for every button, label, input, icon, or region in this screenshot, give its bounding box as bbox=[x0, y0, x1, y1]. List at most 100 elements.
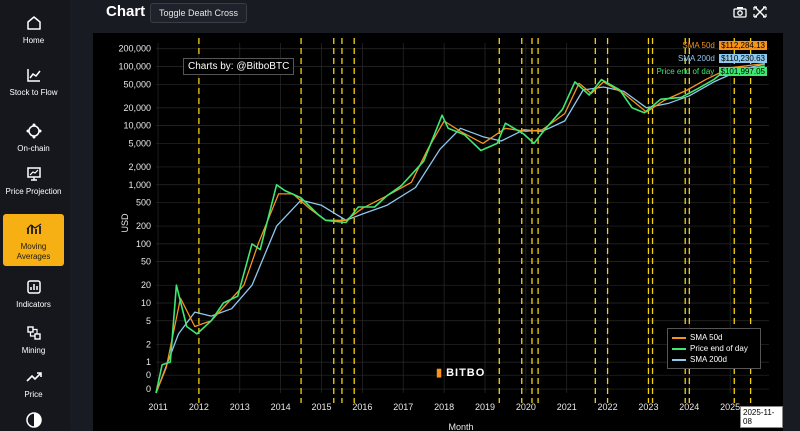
x-tick-label: 2014 bbox=[271, 402, 291, 412]
legend-item-sma50[interactable]: SMA 50d bbox=[672, 332, 756, 343]
y-tick-label: 2,000 bbox=[128, 162, 151, 172]
y-tick-label: 20 bbox=[141, 280, 151, 290]
x-tick-label: 2022 bbox=[598, 402, 618, 412]
y-axis-ticks: 0 0 1 2 5 10 20 50 100 200 500 1,000 2,000 5,000 10,00… bbox=[118, 44, 151, 394]
sma200-line bbox=[155, 63, 766, 394]
sidebar-item-label: Indicators bbox=[16, 300, 51, 309]
y-tick-label: 1,000 bbox=[128, 180, 151, 190]
y-tick-label: 5,000 bbox=[128, 138, 151, 148]
x-tick-label: 2025 bbox=[720, 402, 740, 412]
on-chain-icon bbox=[26, 123, 41, 139]
y-tick-label: 0 bbox=[146, 384, 151, 394]
sidebar-item-home[interactable]: Home bbox=[3, 14, 64, 46]
y-tick-label: 10,000 bbox=[123, 121, 151, 131]
sidebar-item-label: Moving Averages bbox=[16, 242, 51, 261]
sidebar-item-price-projection[interactable]: Price Projection bbox=[3, 165, 64, 197]
x-tick-label: 2015 bbox=[311, 402, 331, 412]
price-chart[interactable]: 0 0 1 2 5 10 20 50 100 200 500 1,000 2,000 5,000 10,00… bbox=[93, 33, 783, 431]
sidebar-item-label: Stock to Flow bbox=[9, 88, 58, 97]
y-tick-label: 1 bbox=[146, 357, 151, 367]
y-tick-label: 0 bbox=[146, 370, 151, 380]
x-tick-label: 2013 bbox=[230, 402, 250, 412]
sidebar-item-mining[interactable]: Mining bbox=[3, 324, 64, 356]
x-tick-label: 2018 bbox=[434, 402, 454, 412]
y-tick-label: 10 bbox=[141, 298, 151, 308]
x-tick-label: 2021 bbox=[557, 402, 577, 412]
y-tick-label: 200,000 bbox=[118, 44, 151, 54]
annotation-value: $112,284.13 bbox=[719, 41, 767, 50]
chart-panel[interactable]: 0 0 1 2 5 10 20 50 100 200 500 1,000 2,000 5,000 10,00… bbox=[93, 33, 783, 431]
mining-icon bbox=[26, 326, 41, 340]
sidebar-item-label: On-chain bbox=[17, 144, 50, 153]
x-tick-label: 2012 bbox=[189, 402, 209, 412]
sma50-annotation: SMA 50d $112,284.13 bbox=[682, 41, 767, 50]
sidebar-item-price[interactable]: Price bbox=[3, 368, 64, 400]
legend-item-price[interactable]: Price end of day bbox=[672, 343, 756, 354]
bitbo-logo: ▮ BITBO bbox=[436, 366, 485, 379]
trending-up-icon bbox=[25, 372, 42, 382]
y-tick-label: 5 bbox=[146, 316, 151, 326]
x-tick-label: 2011 bbox=[148, 402, 167, 412]
x-tick-label: 2023 bbox=[638, 402, 658, 412]
stock-to-flow-icon bbox=[26, 69, 41, 82]
indicators-icon bbox=[26, 280, 41, 294]
y-tick-label: 100,000 bbox=[118, 62, 151, 72]
legend-swatch bbox=[672, 336, 686, 339]
legend-label: SMA 50d bbox=[690, 333, 723, 342]
home-icon bbox=[26, 16, 41, 30]
price-projection-icon bbox=[26, 167, 41, 181]
legend-swatch bbox=[672, 347, 686, 350]
y-tick-label: 500 bbox=[136, 198, 151, 208]
legend-item-sma200[interactable]: SMA 200d bbox=[672, 354, 756, 365]
sma200-annotation: SMA 200d $110,230.63 bbox=[678, 54, 767, 63]
x-tick-label: 2020 bbox=[516, 402, 536, 412]
price-line bbox=[155, 65, 766, 394]
sidebar: Home Stock to Flow On-chain Price Projec… bbox=[0, 0, 70, 431]
sidebar-item-label: Home bbox=[22, 36, 45, 45]
annotation-name: SMA 50d bbox=[682, 41, 715, 50]
sma50-line bbox=[155, 62, 765, 394]
sidebar-item-theme-toggle[interactable] bbox=[3, 411, 64, 429]
legend-swatch bbox=[672, 358, 686, 361]
theme-toggle-icon bbox=[25, 412, 42, 428]
page-title: Chart bbox=[106, 3, 146, 20]
sidebar-item-stock-to-flow[interactable]: Stock to Flow bbox=[3, 66, 64, 98]
series-lines bbox=[155, 62, 766, 394]
sidebar-item-indicators[interactable]: Indicators bbox=[3, 278, 64, 310]
annotation-name: Price end of day bbox=[656, 67, 715, 76]
y-tick-label: 200 bbox=[136, 221, 151, 231]
annotation-value: $101,997.05 bbox=[718, 67, 767, 76]
sidebar-item-on-chain[interactable]: On-chain bbox=[3, 122, 64, 154]
y-tick-label: 20,000 bbox=[123, 103, 151, 113]
logo-text: BITBO bbox=[446, 367, 486, 379]
sidebar-item-label: Price Projection bbox=[5, 187, 62, 196]
hover-date-label: 2025-11-08 bbox=[740, 406, 783, 428]
toggle-death-cross-button[interactable]: Toggle Death Cross bbox=[150, 3, 248, 23]
y-tick-label: 2 bbox=[146, 339, 151, 349]
legend-label: Price end of day bbox=[690, 344, 748, 353]
chart-legend[interactable]: SMA 50d Price end of day SMA 200d bbox=[667, 328, 761, 369]
x-tick-label: 2019 bbox=[475, 402, 495, 412]
chart-credit: Charts by: @BitboBTC bbox=[183, 58, 295, 75]
x-tick-label: 2024 bbox=[679, 402, 699, 412]
y-tick-label: 50 bbox=[141, 257, 151, 267]
y-tick-label: 50,000 bbox=[123, 79, 151, 89]
bitbo-logo-icon: ▮ bbox=[436, 367, 444, 379]
annotation-value: $110,230.63 bbox=[719, 54, 767, 63]
fullscreen-icon[interactable] bbox=[753, 6, 767, 18]
moving-averages-icon bbox=[26, 223, 41, 234]
camera-icon[interactable] bbox=[733, 6, 747, 18]
legend-label: SMA 200d bbox=[690, 355, 727, 364]
sidebar-item-label: Price bbox=[24, 390, 43, 399]
price-annotation: Price end of day $101,997.05 bbox=[656, 67, 767, 76]
x-tick-label: 2016 bbox=[352, 402, 372, 412]
sidebar-item-label: Mining bbox=[21, 346, 46, 355]
y-tick-label: 100 bbox=[136, 239, 151, 249]
y-axis-label: USD bbox=[120, 213, 130, 233]
x-axis-ticks: 2011 2012 2013 2014 2015 2016 2017 2018 2019 2020… bbox=[148, 402, 740, 412]
annotation-name: SMA 200d bbox=[677, 54, 715, 63]
x-tick-label: 2017 bbox=[393, 402, 413, 412]
sidebar-item-moving-averages[interactable]: Moving Averages bbox=[3, 214, 64, 266]
x-axis-label: Month bbox=[448, 422, 473, 431]
